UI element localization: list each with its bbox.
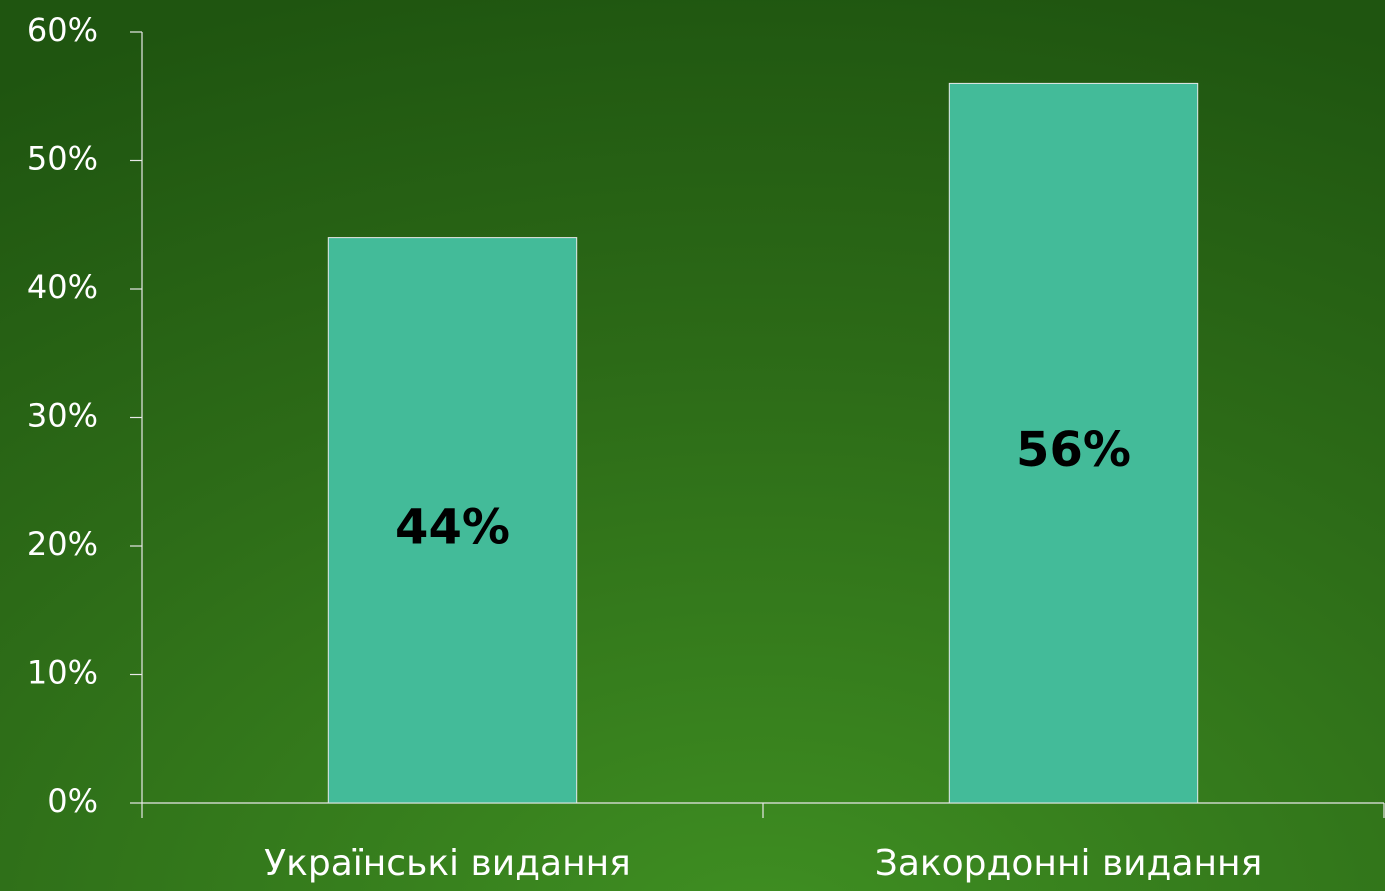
x-tick-label: Українські видання xyxy=(264,843,631,884)
bar xyxy=(948,82,1199,804)
y-tick-label: 60% xyxy=(27,11,98,49)
x-tick-label: Закордонні видання xyxy=(875,843,1263,884)
y-tick-label: 20% xyxy=(27,525,98,563)
y-tick-label: 10% xyxy=(27,654,98,692)
y-tick-label: 30% xyxy=(27,397,98,435)
bar xyxy=(327,237,578,804)
data-label: 56% xyxy=(1016,422,1131,478)
y-tick-label: 40% xyxy=(27,268,98,306)
y-tick-label: 0% xyxy=(47,782,98,820)
data-label: 44% xyxy=(395,499,510,555)
y-tick-label: 50% xyxy=(27,140,98,178)
